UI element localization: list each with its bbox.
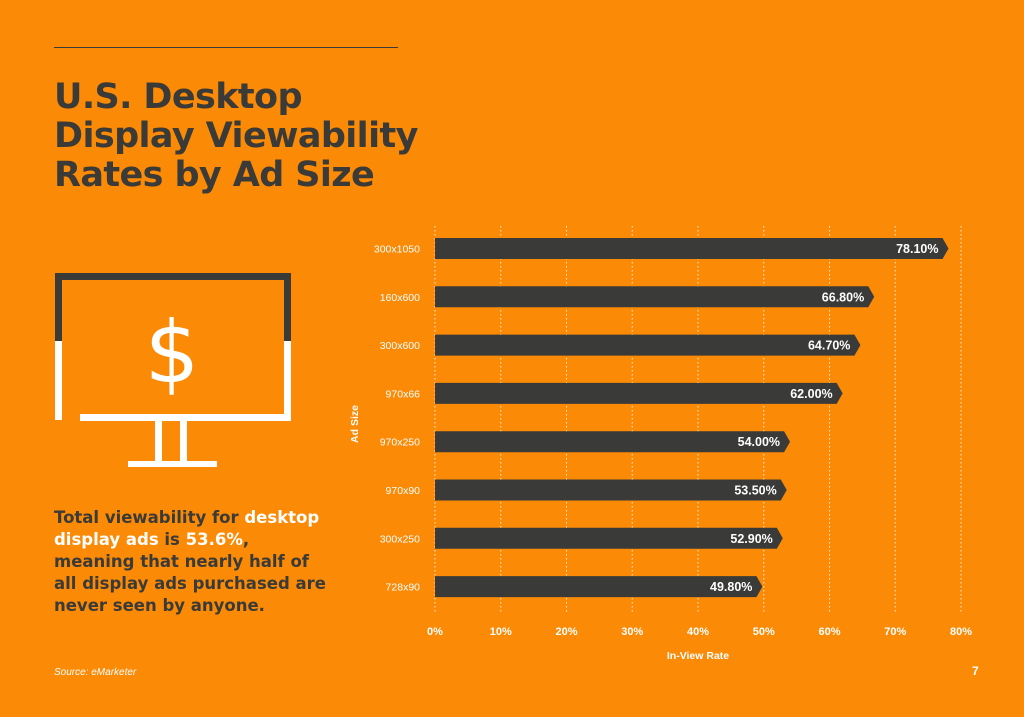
bar	[435, 286, 875, 308]
bar-value-label: 54.00%	[738, 435, 780, 449]
bar-value-label: 62.00%	[790, 387, 832, 401]
summary-text: Total viewability for desktop display ad…	[54, 508, 326, 615]
bar	[435, 527, 783, 549]
x-tick-label: 10%	[490, 626, 512, 638]
bar-value-label: 49.80%	[710, 580, 752, 594]
bar	[435, 479, 787, 501]
x-tick-label: 40%	[687, 626, 709, 638]
category-label: 160x600	[380, 292, 420, 304]
bar-value-label: 64.70%	[808, 339, 850, 353]
x-tick-label: 20%	[555, 626, 577, 638]
category-label: 300x250	[380, 533, 420, 545]
bar	[435, 576, 763, 598]
x-tick-label: 70%	[884, 626, 906, 638]
bar-value-label: 53.50%	[734, 484, 776, 498]
dollar-glyph: $	[145, 303, 200, 403]
top-rule	[54, 47, 398, 48]
category-label: 970x90	[386, 485, 421, 497]
bar	[435, 238, 949, 259]
category-label: 728x90	[386, 582, 421, 594]
bar-value-label: 78.10%	[896, 242, 938, 256]
category-label: 970x250	[380, 437, 420, 449]
bar	[435, 431, 791, 453]
category-label: 300x1050	[374, 244, 420, 256]
y-axis-title: Ad Size	[349, 405, 361, 443]
x-tick-label: 50%	[753, 626, 775, 638]
source-note: Source: eMarketer	[54, 667, 137, 678]
x-tick-label: 60%	[818, 626, 840, 638]
category-label: 300x600	[380, 340, 420, 352]
bar	[435, 382, 843, 404]
monitor-dollar-icon: $	[55, 273, 291, 467]
x-axis-title: In-View Rate	[667, 650, 729, 662]
x-tick-label: 30%	[621, 626, 643, 638]
bar	[435, 334, 861, 356]
x-tick-label: 80%	[950, 626, 972, 638]
x-tick-label: 0%	[427, 626, 443, 638]
page-number: 7	[972, 664, 979, 678]
category-label: 970x66	[386, 388, 421, 400]
bar-value-label: 52.90%	[730, 532, 772, 546]
bar-value-label: 66.80%	[822, 290, 864, 304]
page-title: U.S. Desktop Display Viewability Rates b…	[54, 77, 418, 195]
